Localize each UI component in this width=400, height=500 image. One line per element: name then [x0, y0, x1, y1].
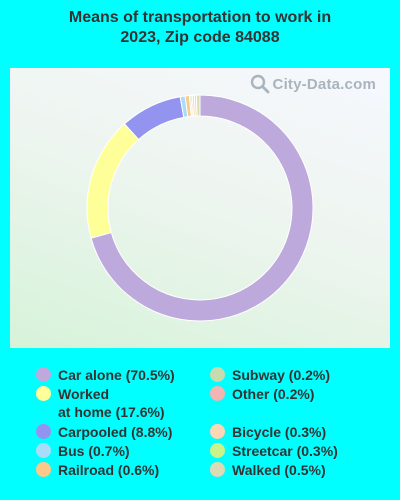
donut-chart [86, 94, 314, 322]
legend-item: Streetcar (0.3%) [210, 442, 338, 460]
legend-item: Car alone (70.5%) [36, 366, 175, 384]
donut-slice-0 [90, 94, 314, 322]
legend-swatch [210, 367, 225, 382]
legend-item: Carpooled (8.8%) [36, 423, 172, 441]
legend-swatch [36, 443, 51, 458]
legend-label: Railroad (0.6%) [58, 462, 160, 478]
legend-label: Car alone (70.5%) [58, 367, 175, 383]
legend-label: Bus (0.7%) [58, 443, 130, 459]
legend-item: Worked at home (17.6%) [36, 385, 165, 421]
legend-swatch [210, 386, 225, 401]
donut-slice-1 [86, 123, 140, 239]
donut-slice-9 [195, 94, 201, 117]
legend-swatch [210, 424, 225, 439]
chart-legend: Car alone (70.5%) Worked at home (17.6%) C… [0, 366, 400, 486]
legend-swatch [36, 424, 51, 439]
legend-label: Carpooled (8.8%) [58, 424, 173, 440]
legend-item: Subway (0.2%) [210, 366, 330, 384]
legend-item: Other (0.2%) [210, 385, 314, 403]
legend-swatch [36, 367, 51, 382]
chart-title-line-1: Means of transportation to work in [68, 9, 332, 26]
watermark-text: City-Data.com [272, 75, 376, 93]
legend-label: Subway (0.2%) [232, 367, 331, 383]
legend-label: Worked at home (17.6%) [58, 386, 165, 420]
legend-item: Railroad (0.6%) [36, 461, 159, 479]
legend-label: Bicycle (0.3%) [232, 424, 327, 440]
chart-panel: City-Data.com [10, 68, 390, 348]
legend-label: Streetcar (0.3%) [232, 443, 338, 459]
legend-swatch [210, 443, 225, 458]
legend-swatch [36, 386, 51, 401]
legend-item: Bicycle (0.3%) [210, 423, 326, 441]
legend-swatch [210, 462, 225, 477]
donut-slice-2 [123, 96, 185, 141]
chart-title-line-2: 2023, Zip code 84088 [120, 29, 280, 46]
legend-item: Walked (0.5%) [210, 461, 326, 479]
legend-item: Bus (0.7%) [36, 442, 130, 460]
watermark: City-Data.com [250, 74, 376, 94]
legend-label: Walked (0.5%) [232, 462, 326, 478]
chart-title: Means of transportation to work in 2023,… [0, 8, 400, 48]
legend-label: Other (0.2%) [232, 386, 315, 402]
magnifier-icon [250, 74, 269, 94]
legend-swatch [36, 462, 51, 477]
